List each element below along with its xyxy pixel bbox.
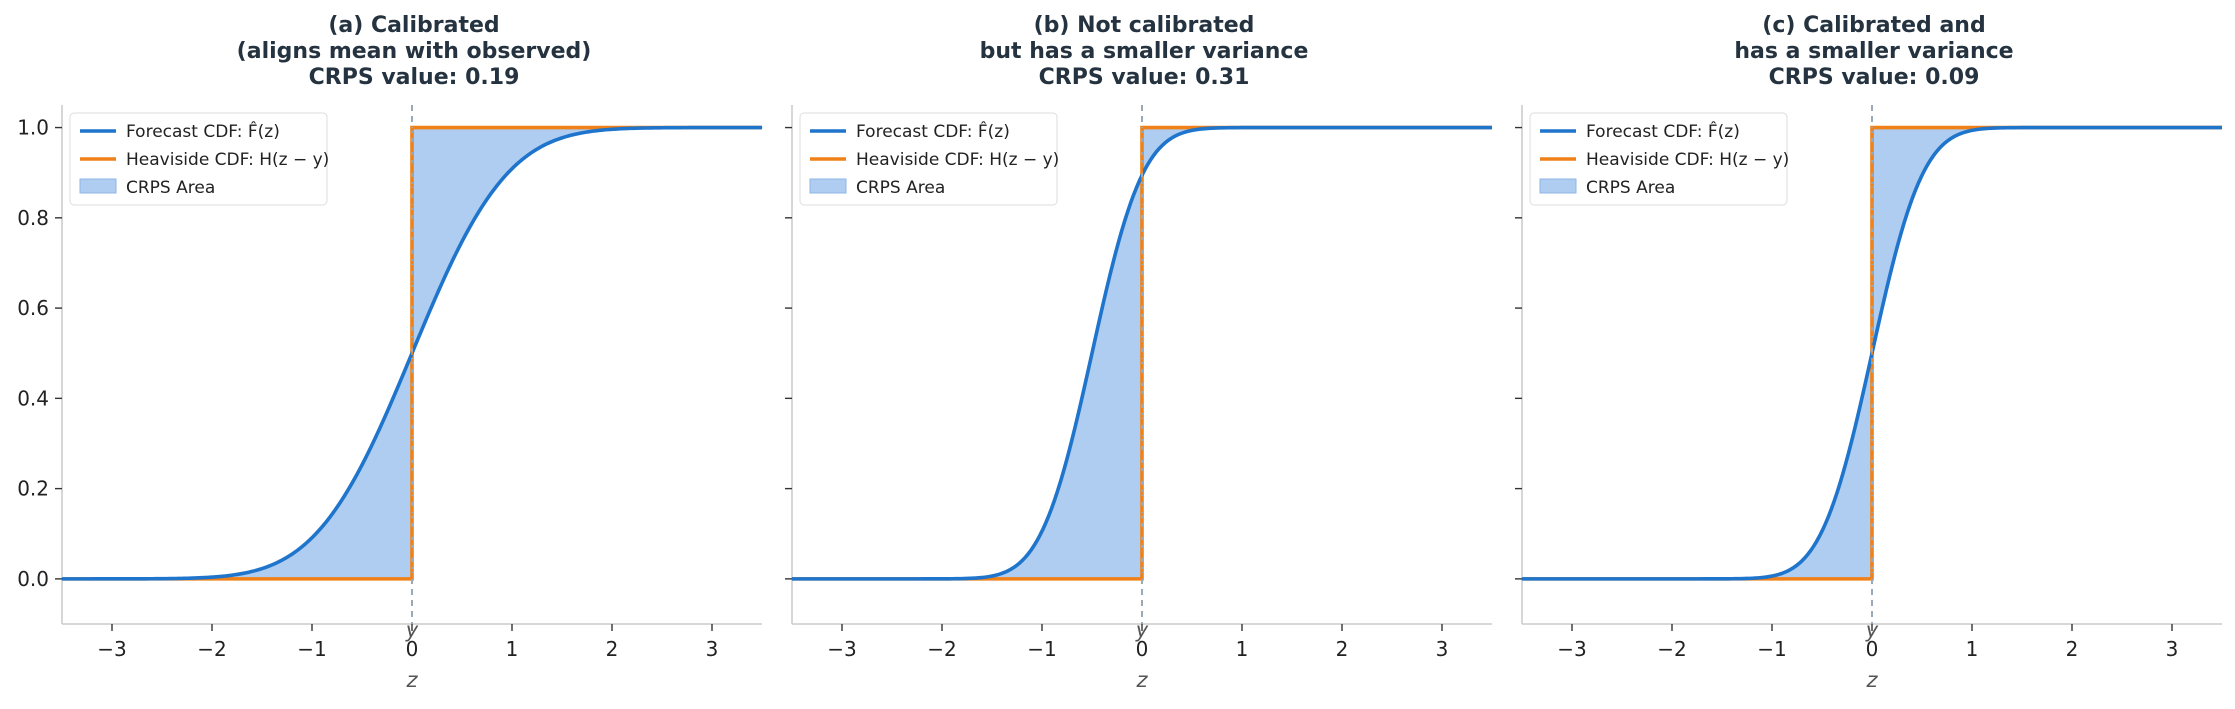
x-tick-label-0: −3 xyxy=(97,637,126,661)
panel-1: (a) Calibrated(aligns mean with observed… xyxy=(17,13,763,692)
y-tick-label-2: 0.4 xyxy=(17,386,49,410)
x-tick-label-1: −2 xyxy=(197,637,226,661)
legend-label-3: CRPS Area xyxy=(126,178,215,198)
y-tick-label-4: 0.8 xyxy=(17,206,49,230)
x-axis-label: z xyxy=(1865,668,1878,692)
x-tick-label-1: −2 xyxy=(1657,637,1686,661)
x-tick-label-3: 0 xyxy=(1136,637,1149,661)
x-tick-label-6: 3 xyxy=(2166,637,2179,661)
legend-swatch-area xyxy=(809,178,847,194)
x-tick-label-3: 0 xyxy=(406,637,419,661)
x-tick-label-3: 0 xyxy=(1866,637,1879,661)
legend-label-1: Forecast CDF: F̂(z) xyxy=(126,121,280,142)
panel-1-title-line-2: (aligns mean with observed) xyxy=(237,39,592,64)
x-tick-label-5: 2 xyxy=(2066,637,2079,661)
panel-2-title-line-2: but has a smaller variance xyxy=(980,39,1309,64)
x-tick-label-5: 2 xyxy=(1336,637,1349,661)
legend-label-2: Heaviside CDF: H(z − y) xyxy=(1586,150,1789,170)
x-axis-label: z xyxy=(405,668,418,692)
x-axis-label: z xyxy=(1135,668,1148,692)
panel-2-title-line-3: CRPS value: 0.31 xyxy=(1039,65,1250,90)
x-tick-label-2: −1 xyxy=(297,637,326,661)
panel-1-title-line-3: CRPS value: 0.19 xyxy=(309,65,520,90)
legend-label-2: Heaviside CDF: H(z − y) xyxy=(126,150,329,170)
y-tick-label-0: 0.0 xyxy=(17,567,49,591)
observed-label: y xyxy=(405,618,419,642)
x-tick-label-2: −1 xyxy=(1757,637,1786,661)
observed-label: y xyxy=(1135,618,1149,642)
panel-2-title-line-1: (b) Not calibrated xyxy=(1034,13,1255,38)
x-tick-label-5: 2 xyxy=(606,637,619,661)
legend-swatch-area xyxy=(1539,178,1577,194)
legend-box xyxy=(799,112,1058,206)
legend-box xyxy=(1529,112,1788,206)
legend-label-1: Forecast CDF: F̂(z) xyxy=(856,121,1010,142)
x-tick-label-6: 3 xyxy=(1436,637,1449,661)
y-tick-label-3: 0.6 xyxy=(17,296,49,320)
x-tick-label-2: −1 xyxy=(1027,637,1056,661)
legend-label-2: Heaviside CDF: H(z − y) xyxy=(856,150,1059,170)
x-tick-label-0: −3 xyxy=(1557,637,1586,661)
legend-label-3: CRPS Area xyxy=(1586,178,1675,198)
panel-3-title-line-3: CRPS value: 0.09 xyxy=(1769,65,1980,90)
y-tick-label-5: 1.0 xyxy=(17,116,49,140)
legend-label-1: Forecast CDF: F̂(z) xyxy=(1586,121,1740,142)
legend-box xyxy=(69,112,328,206)
x-tick-label-4: 1 xyxy=(506,637,519,661)
panel-3-title-line-2: has a smaller variance xyxy=(1734,39,2013,64)
legend-label-3: CRPS Area xyxy=(856,178,945,198)
legend-swatch-area xyxy=(79,178,117,194)
panel-1-title-line-1: (a) Calibrated xyxy=(328,13,499,38)
observed-label: y xyxy=(1865,618,1879,642)
panel-3-title-line-1: (c) Calibrated and xyxy=(1762,13,1985,38)
y-tick-label-1: 0.2 xyxy=(17,477,49,501)
x-tick-label-4: 1 xyxy=(1236,637,1249,661)
x-tick-label-0: −3 xyxy=(827,637,856,661)
x-tick-label-1: −2 xyxy=(927,637,956,661)
x-tick-label-6: 3 xyxy=(706,637,719,661)
x-tick-label-4: 1 xyxy=(1966,637,1979,661)
